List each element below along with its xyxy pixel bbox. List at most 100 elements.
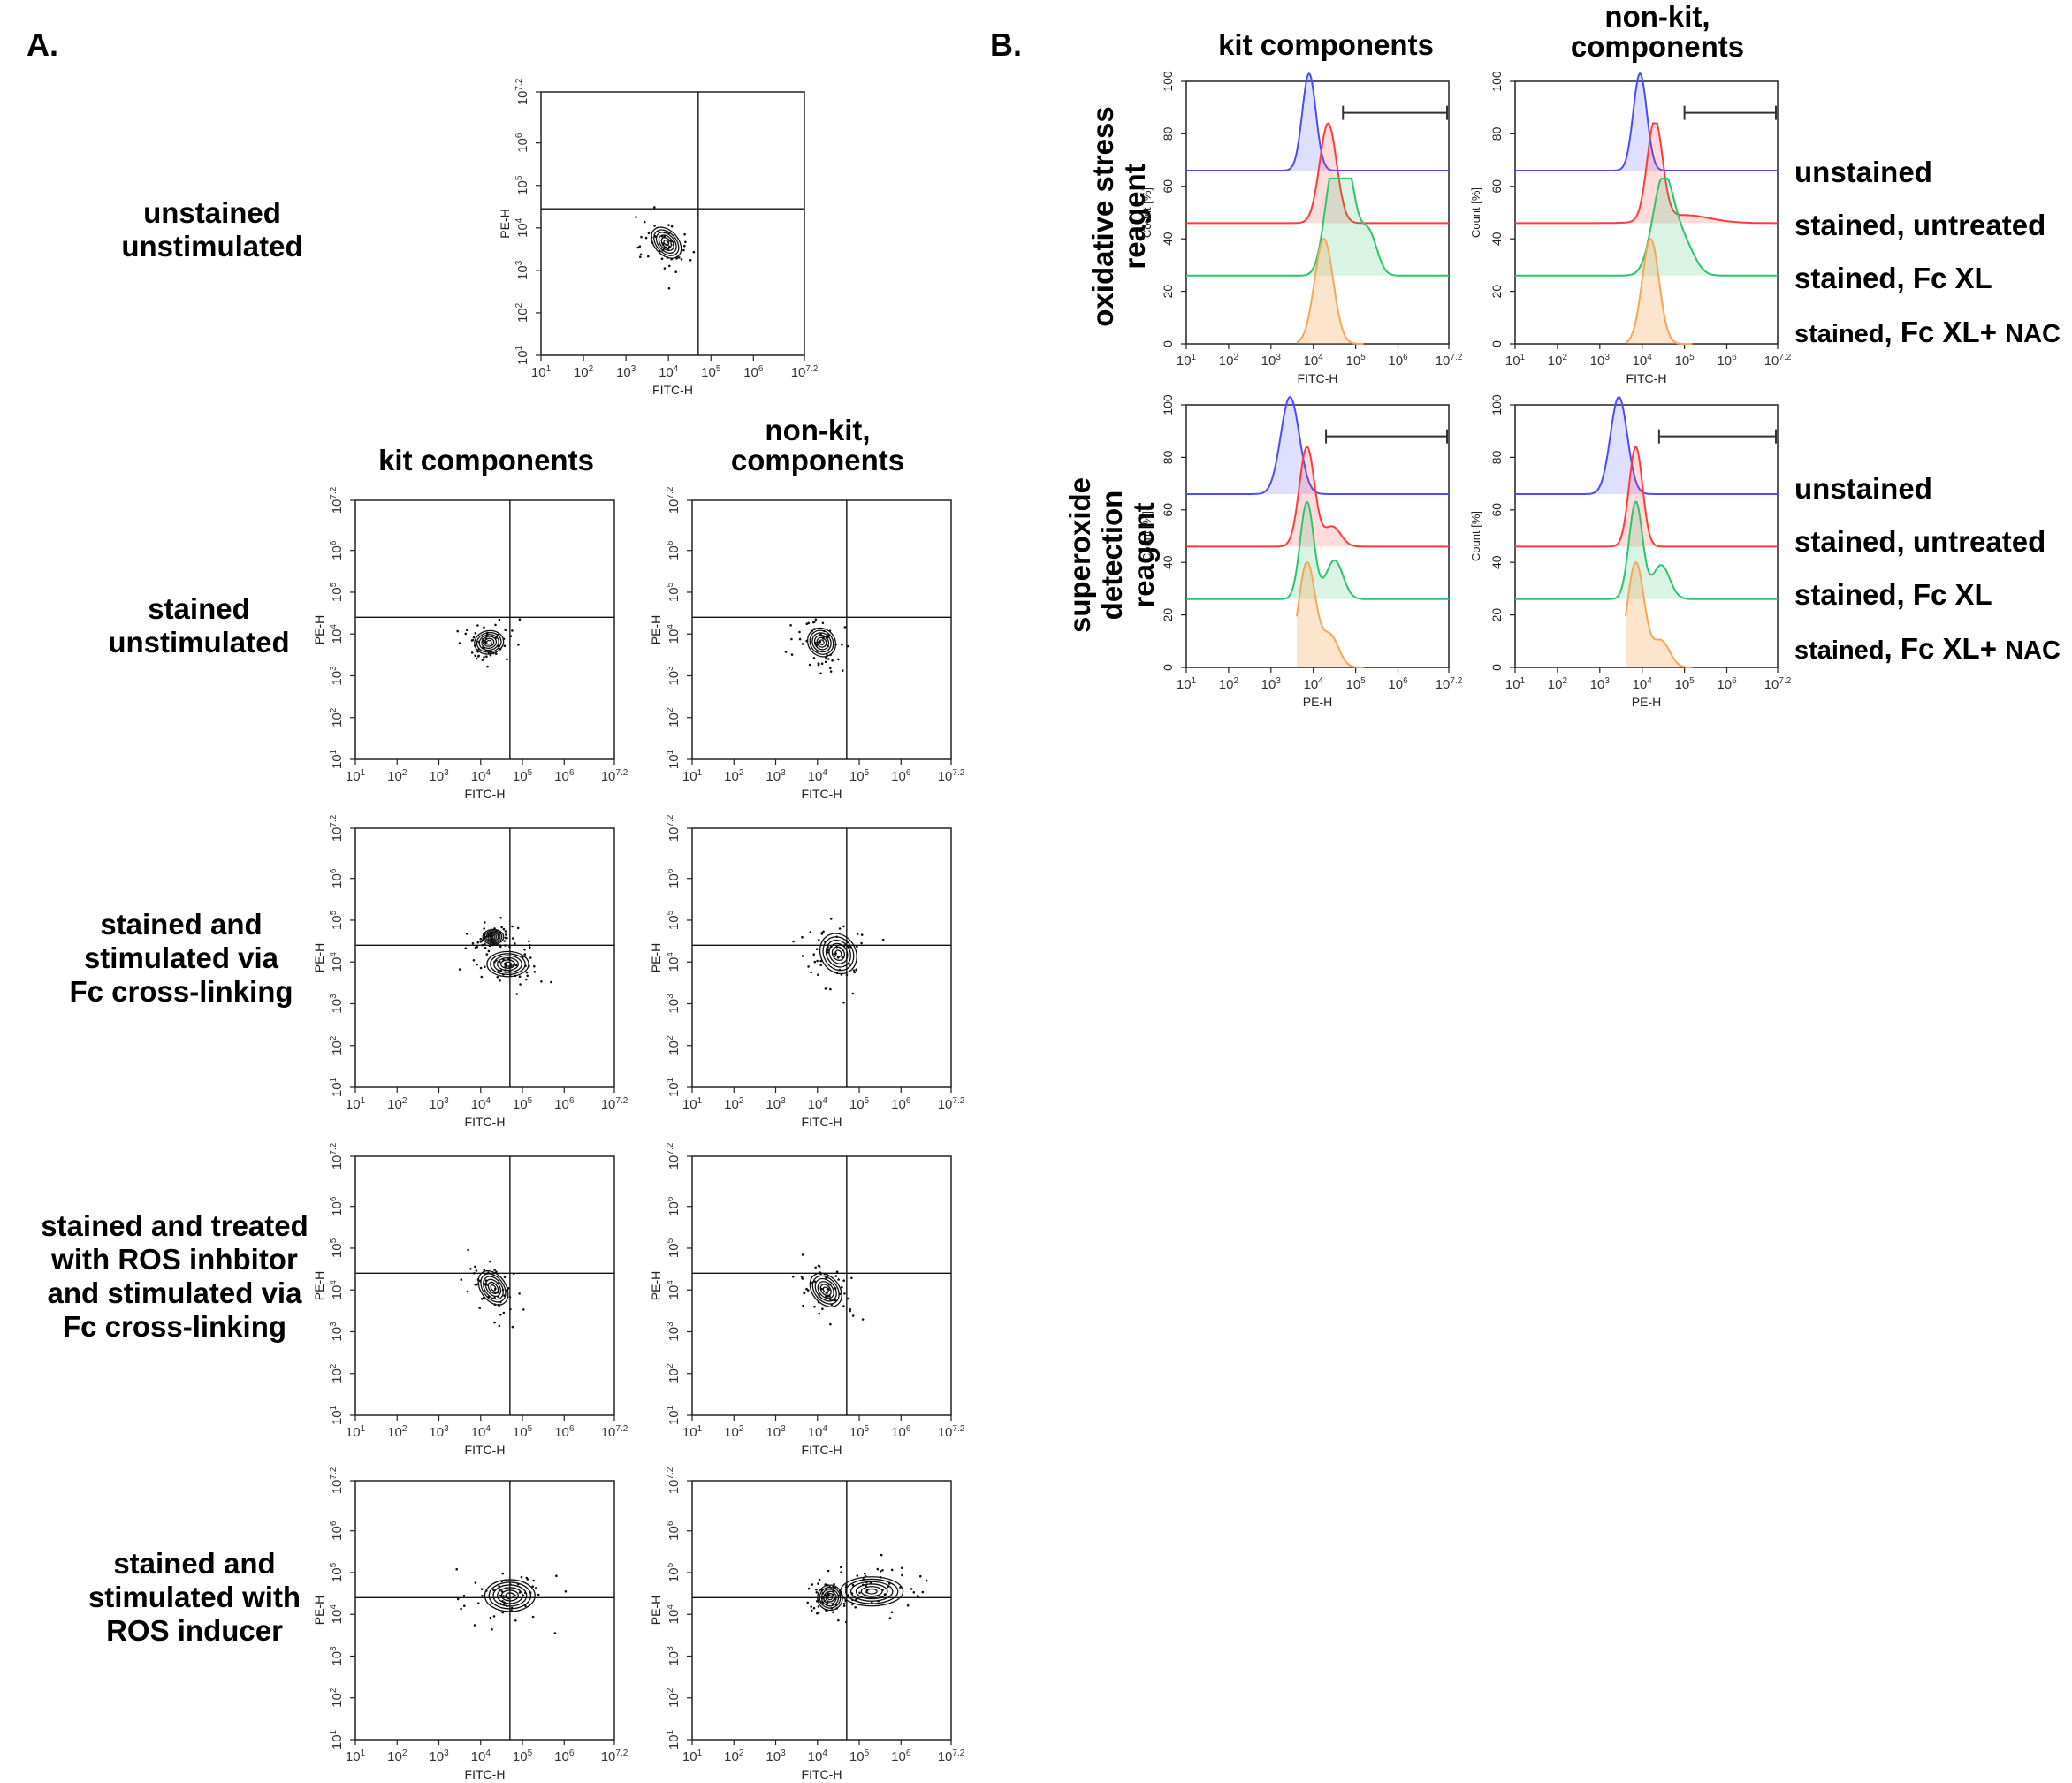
tick-exponent: 5 xyxy=(716,364,721,374)
y-tick-label: 40 xyxy=(1489,555,1504,569)
tick-label: 104 xyxy=(514,217,530,238)
event-dot xyxy=(842,1602,846,1605)
event-dot xyxy=(864,1573,866,1575)
tick-label: 104 xyxy=(471,768,491,784)
event-dot xyxy=(807,621,811,625)
event-dot xyxy=(532,1579,535,1582)
event-dot xyxy=(807,1587,811,1590)
y-tick-label: 100 xyxy=(1161,71,1175,92)
event-dot xyxy=(840,1571,842,1573)
tick-exponent: 2 xyxy=(514,302,524,308)
event-dot xyxy=(824,987,827,990)
event-dot xyxy=(820,1589,823,1592)
event-dot xyxy=(841,644,843,646)
tick-exponent: 6 xyxy=(1403,353,1408,362)
contour-line xyxy=(503,961,513,967)
histogram-curve-unstained xyxy=(1186,72,1449,171)
tick-exponent: 6 xyxy=(569,1749,575,1758)
contour-line xyxy=(505,1592,515,1599)
tick-exponent: 5 xyxy=(329,1562,339,1567)
contour-line xyxy=(497,956,519,972)
event-dot xyxy=(502,1595,505,1597)
contour-line xyxy=(806,627,837,658)
tick-exponent: 2 xyxy=(739,768,744,778)
row-label-line: stained and xyxy=(113,1547,276,1580)
event-dot xyxy=(531,1585,534,1588)
plot-frame xyxy=(691,827,952,1088)
tick-label: 101 xyxy=(346,768,366,784)
event-dot xyxy=(851,992,855,995)
event-dot xyxy=(639,253,643,256)
tick-label: 107.2 xyxy=(666,814,682,842)
event-dot xyxy=(504,933,507,936)
event-dot xyxy=(683,244,686,248)
y-tick-label: 80 xyxy=(1489,126,1504,141)
tick-exponent: 3 xyxy=(1604,676,1610,686)
histogram-plot: 101 102 103 104 105 106 107.2 0 20 40 60 80 100 FITC-… xyxy=(1140,71,1463,385)
event-dot xyxy=(816,959,819,963)
event-dot xyxy=(856,945,858,949)
histogram-fill xyxy=(1515,397,1778,494)
event-dot xyxy=(880,1553,883,1557)
tick-label: 104 xyxy=(659,364,679,380)
event-dot xyxy=(684,240,687,244)
tick-exponent: 6 xyxy=(1732,353,1737,362)
tick-exponent: 5 xyxy=(865,1096,870,1106)
event-dot xyxy=(806,1601,809,1604)
event-dot xyxy=(483,626,485,629)
tick-exponent: 7.2 xyxy=(952,1749,964,1758)
tick-label: 101 xyxy=(531,364,552,380)
tick-exponent: 4 xyxy=(485,1749,491,1758)
tick-label: 101 xyxy=(329,749,345,769)
contour-line xyxy=(481,636,498,649)
event-dot xyxy=(667,224,670,226)
event-dot xyxy=(790,637,793,641)
event-dot xyxy=(499,979,501,982)
event-dot xyxy=(845,1620,848,1624)
y-tick-label: 60 xyxy=(1489,503,1504,517)
event-dot xyxy=(653,206,656,209)
tick-label: 102 xyxy=(1219,353,1239,369)
event-dot xyxy=(525,978,528,981)
tick-label: 105 xyxy=(849,1424,870,1440)
event-dot xyxy=(901,1566,903,1570)
tick-exponent: 3 xyxy=(666,1646,675,1651)
tick-exponent: 2 xyxy=(666,1035,675,1040)
event-dot xyxy=(858,1591,861,1595)
tick-exponent: 7.2 xyxy=(615,1749,628,1758)
event-dot xyxy=(855,968,857,971)
tick-label: 102 xyxy=(329,707,345,728)
tick-label: 102 xyxy=(387,1749,408,1764)
event-dot xyxy=(496,975,499,979)
tick-exponent: 2 xyxy=(666,1688,675,1693)
histogram-curve-unstained xyxy=(1515,72,1778,171)
event-dot xyxy=(524,1604,527,1608)
tick-label: 105 xyxy=(849,1749,870,1764)
tick-label: 102 xyxy=(574,364,594,380)
histogram-fill xyxy=(1515,73,1778,171)
tick-label: 105 xyxy=(513,1096,533,1112)
event-dot xyxy=(518,1292,521,1295)
panel-b-label: B. xyxy=(990,27,1022,63)
event-dot xyxy=(528,940,530,943)
event-dot xyxy=(472,636,476,639)
tick-label: 107.2 xyxy=(601,1749,628,1764)
event-dot xyxy=(486,665,489,668)
histogram-curve-stained-untreated xyxy=(1186,122,1449,225)
event-dot xyxy=(818,1596,820,1599)
legend-unstained: unstained xyxy=(1794,472,1932,505)
y-tick-label: 80 xyxy=(1161,126,1175,141)
tick-exponent: 3 xyxy=(781,768,786,778)
event-dot xyxy=(817,973,819,976)
tick-label: 105 xyxy=(1674,353,1695,369)
tick-exponent: 3 xyxy=(329,1646,339,1651)
event-dot xyxy=(851,1603,854,1606)
event-dot xyxy=(540,980,543,983)
tick-label: 107.2 xyxy=(666,1467,682,1494)
plot-frame xyxy=(691,1155,952,1416)
event-dot xyxy=(477,1602,480,1604)
event-dot xyxy=(805,1287,808,1291)
tick-exponent: 5 xyxy=(329,910,339,915)
